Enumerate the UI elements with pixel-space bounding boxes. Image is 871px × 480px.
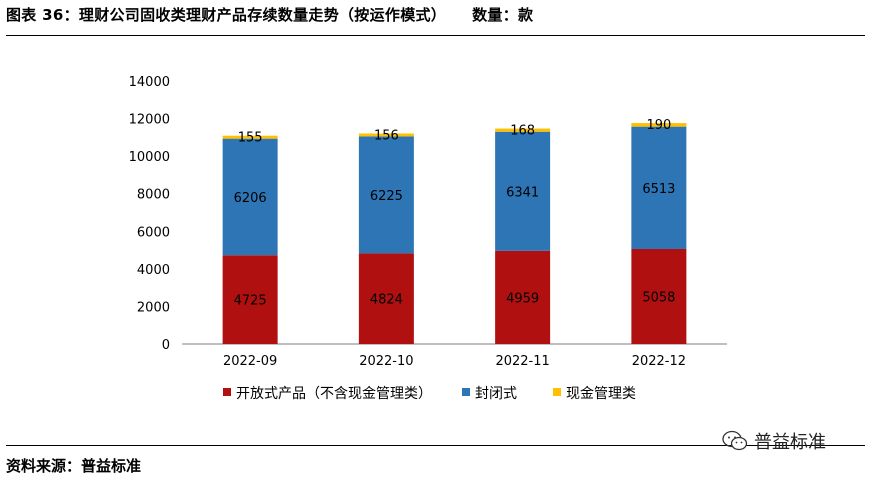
bar-segment (222, 138, 278, 256)
watermark-text: 普益标准 (754, 432, 826, 453)
data-label: 6341 (506, 185, 539, 200)
legend-swatch (553, 388, 561, 396)
data-label: 6206 (234, 191, 267, 206)
data-label: 6513 (642, 182, 675, 197)
caption-unit: 数量：款 (472, 6, 534, 24)
y-tick-label: 4000 (137, 263, 170, 278)
legend-swatch (462, 388, 470, 396)
wechat-icon (722, 430, 748, 451)
bar-segment (495, 131, 551, 251)
data-label: 4959 (506, 291, 539, 306)
bar-segment (358, 133, 414, 137)
bar-segment (495, 128, 551, 132)
caption-title: 图表 36：理财公司固收类理财产品存续数量走势（按运作模式） (6, 6, 447, 24)
chart-bars (222, 123, 687, 344)
data-label: 5058 (642, 290, 675, 305)
y-tick-label: 10000 (129, 150, 170, 165)
bar-segment (358, 136, 414, 254)
chart-caption: 图表 36：理财公司固收类理财产品存续数量走势（按运作模式） 数量：款 (6, 4, 533, 25)
legend-label: 封闭式 (475, 386, 517, 402)
bar-segment (495, 250, 551, 344)
bar-segment (358, 253, 414, 344)
watermark: 普益标准 (722, 428, 826, 454)
data-label: 168 (510, 124, 535, 139)
source-note: 资料来源：普益标准 (6, 457, 142, 475)
bar-segment (631, 126, 687, 249)
y-tick-label: 12000 (129, 113, 170, 128)
top-divider (6, 35, 865, 36)
x-tick-label: 2022-11 (495, 354, 549, 369)
y-tick-label: 0 (162, 338, 170, 353)
bar-segment (222, 135, 278, 139)
data-label: 6225 (370, 189, 403, 204)
x-tick-label: 2022-10 (359, 354, 413, 369)
bar-segment (631, 123, 687, 127)
chart-axes: 0 2000 4000 6000 8000 10000 12000 14000 2022-09 2… (129, 75, 727, 369)
legend-label: 开放式产品（不含现金管理类） (236, 386, 432, 402)
y-tick-label: 2000 (137, 300, 170, 315)
y-tick-label: 8000 (137, 188, 170, 203)
y-tick-label: 6000 (137, 225, 170, 240)
bar-segment (631, 248, 687, 344)
y-tick-label: 14000 (129, 75, 170, 90)
data-label: 4725 (234, 294, 267, 309)
chart-data-labels: 4725 6206 155 4824 6225 156 4959 6341 168 5058 651… (234, 118, 676, 309)
x-tick-label: 2022-09 (223, 354, 277, 369)
data-label: 190 (646, 118, 671, 133)
data-label: 155 (238, 131, 263, 146)
chart-legend: 开放式产品（不含现金管理类） 封闭式 现金管理类 (223, 386, 636, 402)
legend-swatch (223, 388, 231, 396)
data-label: 156 (374, 129, 399, 144)
stacked-bar-chart: 0 2000 4000 6000 8000 10000 12000 14000 2022-09 2… (129, 75, 727, 402)
bottom-divider (6, 445, 865, 446)
data-label: 4824 (370, 293, 403, 308)
x-tick-label: 2022-12 (632, 354, 686, 369)
legend-label: 现金管理类 (566, 386, 636, 402)
bar-segment (222, 255, 278, 344)
